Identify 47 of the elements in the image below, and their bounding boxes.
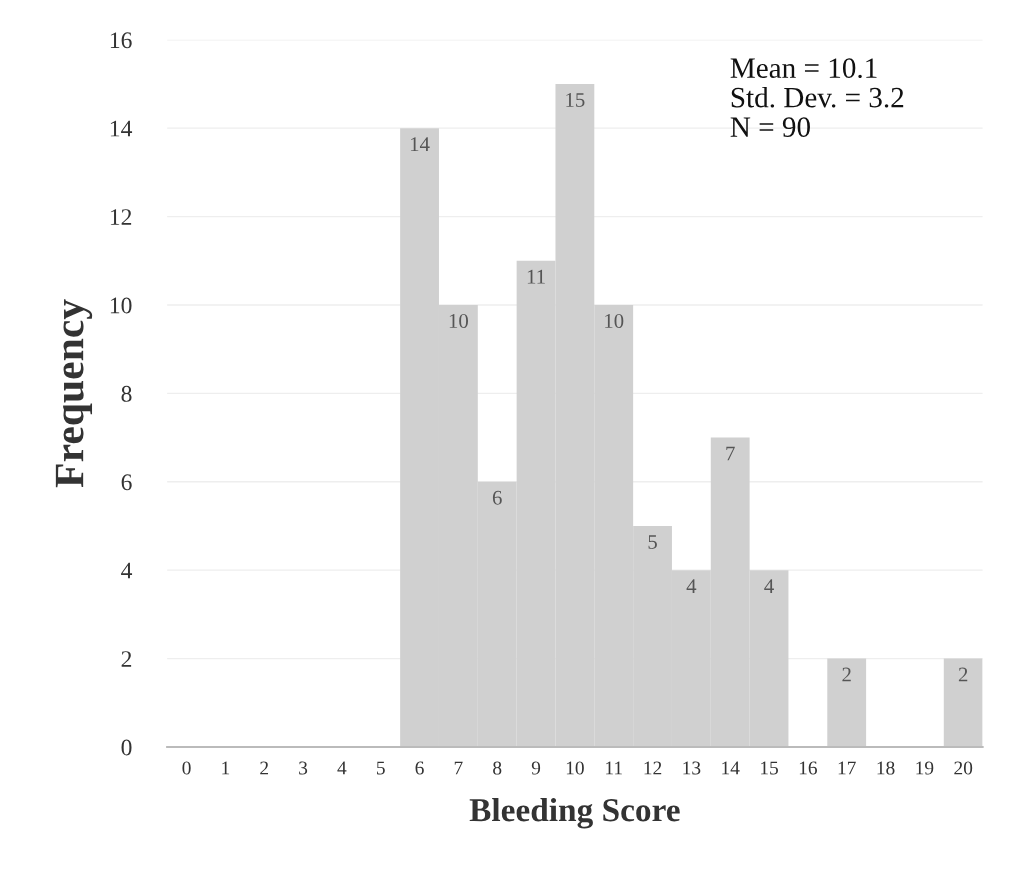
data-label: 15	[566, 93, 585, 107]
x-tick-label: 10	[566, 761, 584, 775]
x-tick-label: 13	[683, 761, 701, 775]
y-tick-label: 16	[110, 32, 132, 49]
x-tick-label: 3	[299, 761, 308, 775]
x-tick-label: 7	[454, 761, 463, 775]
data-label: 2	[958, 667, 968, 682]
x-tick-label: 18	[877, 761, 895, 775]
data-label: 4	[686, 579, 697, 593]
bar	[827, 658, 867, 747]
x-tick-label: 17	[838, 761, 856, 775]
x-tick-label: 9	[531, 761, 541, 775]
data-label: 10	[449, 313, 468, 328]
x-tick-label: 4	[337, 761, 347, 775]
annotation: Mean = 10.1 Std. Dev. = 3.2 N = 90	[730, 58, 904, 137]
data-label: 10	[605, 313, 624, 328]
x-tick-label: 12	[644, 761, 662, 775]
y-tick-label: 0	[121, 739, 132, 756]
bar	[943, 658, 983, 747]
y-tick-label: 10	[110, 297, 132, 314]
x-tick-label: 19	[916, 761, 934, 775]
y-axis-title: Frequency	[55, 299, 93, 488]
x-tick-label: 15	[761, 761, 778, 775]
x-tick-label: 20	[954, 761, 973, 775]
x-tick-label: 2	[260, 761, 269, 775]
y-tick-label: 8	[121, 385, 132, 402]
data-label: 14	[410, 137, 430, 151]
y-tick-label: 14	[110, 120, 133, 137]
data-label: 6	[492, 490, 502, 505]
data-label: 5	[648, 535, 657, 549]
y-tick-label: 4	[121, 562, 133, 579]
y-tick-label: 2	[121, 651, 132, 667]
x-tick-label: 16	[799, 761, 818, 775]
data-label: 4	[764, 579, 774, 593]
y-tick-label: 12	[110, 209, 132, 225]
x-tick-label: 0	[182, 761, 191, 775]
data-label: 11	[527, 269, 545, 284]
x-tick-label: 11	[606, 761, 622, 775]
x-tick-label: 14	[722, 761, 740, 775]
x-axis-title: Bleeding Score	[469, 797, 680, 829]
data-label: 2	[842, 667, 851, 682]
x-tick-label: 6	[415, 761, 424, 775]
x-tick-label: 1	[222, 761, 230, 775]
x-tick-label: 8	[493, 761, 502, 775]
x-tick-label: 5	[376, 761, 385, 775]
data-label: 7	[726, 446, 735, 461]
y-tick-label: 6	[121, 474, 132, 491]
